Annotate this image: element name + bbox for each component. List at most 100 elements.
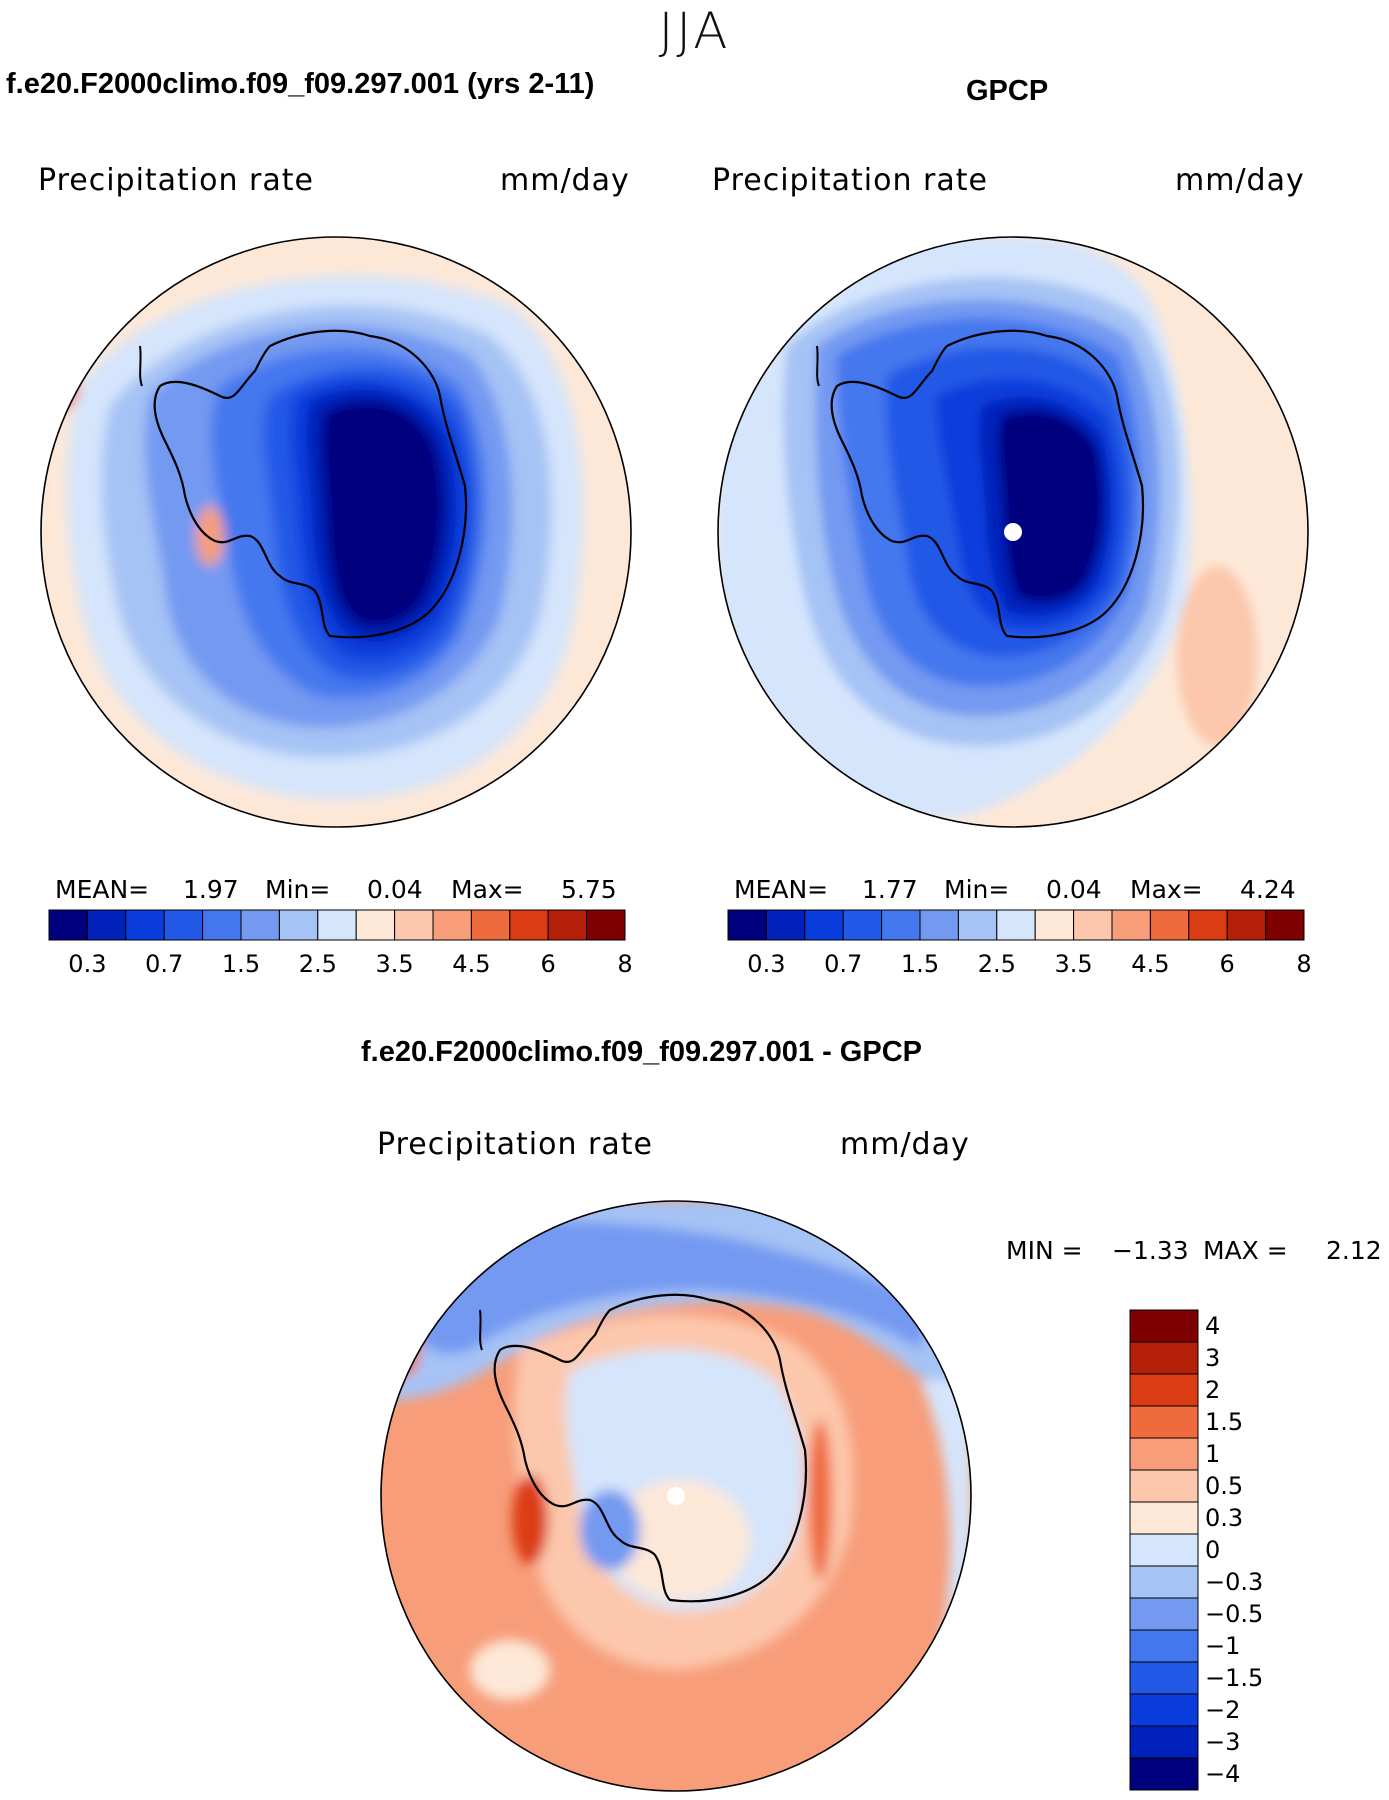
- colorbar-swatch: [881, 909, 921, 941]
- colorbar-swatch: [1129, 1341, 1199, 1375]
- colorbar-tick-label: 1: [1205, 1440, 1221, 1468]
- model-colorbar-ticks: 0.3 0.7 1.5 2.5 3.5 4.5 6 8: [49, 950, 632, 980]
- colorbar-tick-label: 4: [1205, 1312, 1221, 1340]
- colorbar-swatch: [1129, 1533, 1199, 1567]
- colorbar-tick-label: −1: [1205, 1632, 1241, 1660]
- model-mean-value: 1.97: [183, 875, 239, 904]
- obs-colorbar-ticks: 0.3 0.7 1.5 2.5 3.5 4.5 6 8: [728, 950, 1311, 980]
- model-max-value: 5.75: [561, 875, 617, 904]
- colorbar-tick-label: 0.5: [1205, 1472, 1244, 1500]
- colorbar-tick-label: 0.7: [145, 950, 184, 978]
- colorbar-swatch: [1129, 1661, 1199, 1695]
- colorbar-swatch: [804, 909, 844, 941]
- diff-polar-map: [380, 1200, 972, 1792]
- colorbar-swatch: [48, 909, 88, 941]
- colorbar-swatch: [1129, 1565, 1199, 1599]
- colorbar-swatch: [278, 909, 319, 941]
- colorbar-swatch: [86, 909, 127, 941]
- colorbar-swatch: [842, 909, 883, 941]
- model-units-label: mm/day: [500, 163, 630, 198]
- colorbar-swatch: [996, 909, 1036, 941]
- colorbar-tick-label: 8: [617, 950, 633, 978]
- colorbar-tick-label: −3: [1205, 1728, 1241, 1756]
- colorbar-swatch: [1129, 1309, 1199, 1343]
- colorbar-swatch: [1073, 909, 1113, 941]
- diff-panel-title: f.e20.F2000climo.f09_f09.297.001 - GPCP: [361, 1036, 922, 1068]
- colorbar-tick-label: 4.5: [452, 950, 491, 978]
- colorbar-swatch: [1129, 1501, 1199, 1535]
- colorbar-tick-label: 4.5: [1131, 950, 1170, 978]
- colorbar-swatch: [1129, 1693, 1199, 1727]
- diff-max-value: 2.12: [1326, 1236, 1382, 1265]
- colorbar-swatch: [240, 909, 280, 941]
- colorbar-swatch: [1129, 1437, 1199, 1471]
- obs-polar-map: [717, 236, 1309, 828]
- colorbar-tick-label: 0.3: [1205, 1504, 1244, 1532]
- colorbar-swatch: [727, 909, 767, 941]
- diff-colorbar: [1129, 1309, 1199, 1791]
- colorbar-swatch: [202, 909, 242, 941]
- colorbar-swatch: [765, 909, 806, 941]
- colorbar-swatch: [1129, 1469, 1199, 1503]
- obs-panel-title: GPCP: [966, 75, 1049, 107]
- colorbar-swatch: [1129, 1757, 1199, 1791]
- colorbar-tick-label: 1.5: [900, 950, 940, 978]
- colorbar-tick-label: −4: [1205, 1760, 1241, 1788]
- model-min-value: 0.04: [367, 875, 423, 904]
- obs-units-label: mm/day: [1175, 163, 1305, 198]
- colorbar-swatch: [547, 909, 588, 941]
- colorbar-tick-label: 1.5: [221, 950, 261, 978]
- colorbar-swatch: [919, 909, 959, 941]
- obs-mean-value: 1.77: [862, 875, 918, 904]
- colorbar-swatch: [509, 909, 549, 941]
- colorbar-tick-label: 2.5: [298, 950, 337, 978]
- model-variable-label: Precipitation rate: [38, 163, 314, 198]
- colorbar-swatch: [1129, 1629, 1199, 1663]
- colorbar-swatch: [586, 909, 626, 941]
- colorbar-swatch: [1149, 909, 1190, 941]
- colorbar-swatch: [1034, 909, 1075, 941]
- diff-max-label: MAX =: [1203, 1236, 1288, 1265]
- colorbar-swatch: [1111, 909, 1151, 941]
- colorbar-tick-label: 1.5: [1205, 1408, 1244, 1436]
- colorbar-tick-label: 0.3: [747, 950, 786, 978]
- diff-variable-label: Precipitation rate: [377, 1127, 653, 1162]
- colorbar-swatch: [470, 909, 511, 941]
- colorbar-tick-label: 6: [1219, 950, 1235, 978]
- colorbar-tick-label: −0.5: [1205, 1600, 1264, 1628]
- colorbar-swatch: [125, 909, 165, 941]
- diff-min-value: −1.33: [1112, 1236, 1189, 1265]
- obs-mean-label: MEAN=: [734, 875, 829, 904]
- colorbar-swatch: [394, 909, 434, 941]
- season-title: JJA: [658, 2, 731, 60]
- model-panel-title: f.e20.F2000climo.f09_f09.297.001 (yrs 2-…: [6, 68, 595, 100]
- diff-units-label: mm/day: [840, 1127, 970, 1162]
- colorbar-swatch: [957, 909, 998, 941]
- obs-max-label: Max=: [1130, 875, 1203, 904]
- colorbar-tick-label: −0.3: [1205, 1568, 1264, 1596]
- colorbar-tick-label: 3: [1205, 1344, 1221, 1372]
- diff-colorbar-ticks: 4 3 2 1.5 1 0.5 0.3 0 −0.3 −0.5 −1 −1.5 −2 −3 −4: [1205, 1310, 1325, 1790]
- colorbar-tick-label: 8: [1296, 950, 1312, 978]
- model-polar-map: [40, 236, 632, 828]
- colorbar-swatch: [1265, 909, 1305, 941]
- colorbar-swatch: [1129, 1373, 1199, 1407]
- colorbar-tick-label: 6: [540, 950, 556, 978]
- colorbar-tick-label: −1.5: [1205, 1664, 1264, 1692]
- colorbar-swatch: [432, 909, 472, 941]
- diff-min-label: MIN =: [1006, 1236, 1083, 1265]
- model-max-label: Max=: [451, 875, 524, 904]
- obs-min-value: 0.04: [1046, 875, 1102, 904]
- colorbar-swatch: [355, 909, 396, 941]
- colorbar-swatch: [317, 909, 357, 941]
- colorbar-tick-label: 0: [1205, 1536, 1221, 1564]
- model-mean-label: MEAN=: [55, 875, 150, 904]
- colorbar-swatch: [1188, 909, 1228, 941]
- colorbar-swatch: [1129, 1597, 1199, 1631]
- obs-min-label: Min=: [944, 875, 1010, 904]
- colorbar-swatch: [1129, 1725, 1199, 1759]
- obs-colorbar: [727, 909, 1305, 941]
- colorbar-swatch: [1129, 1405, 1199, 1439]
- colorbar-swatch: [163, 909, 204, 941]
- colorbar-tick-label: 3.5: [375, 950, 414, 978]
